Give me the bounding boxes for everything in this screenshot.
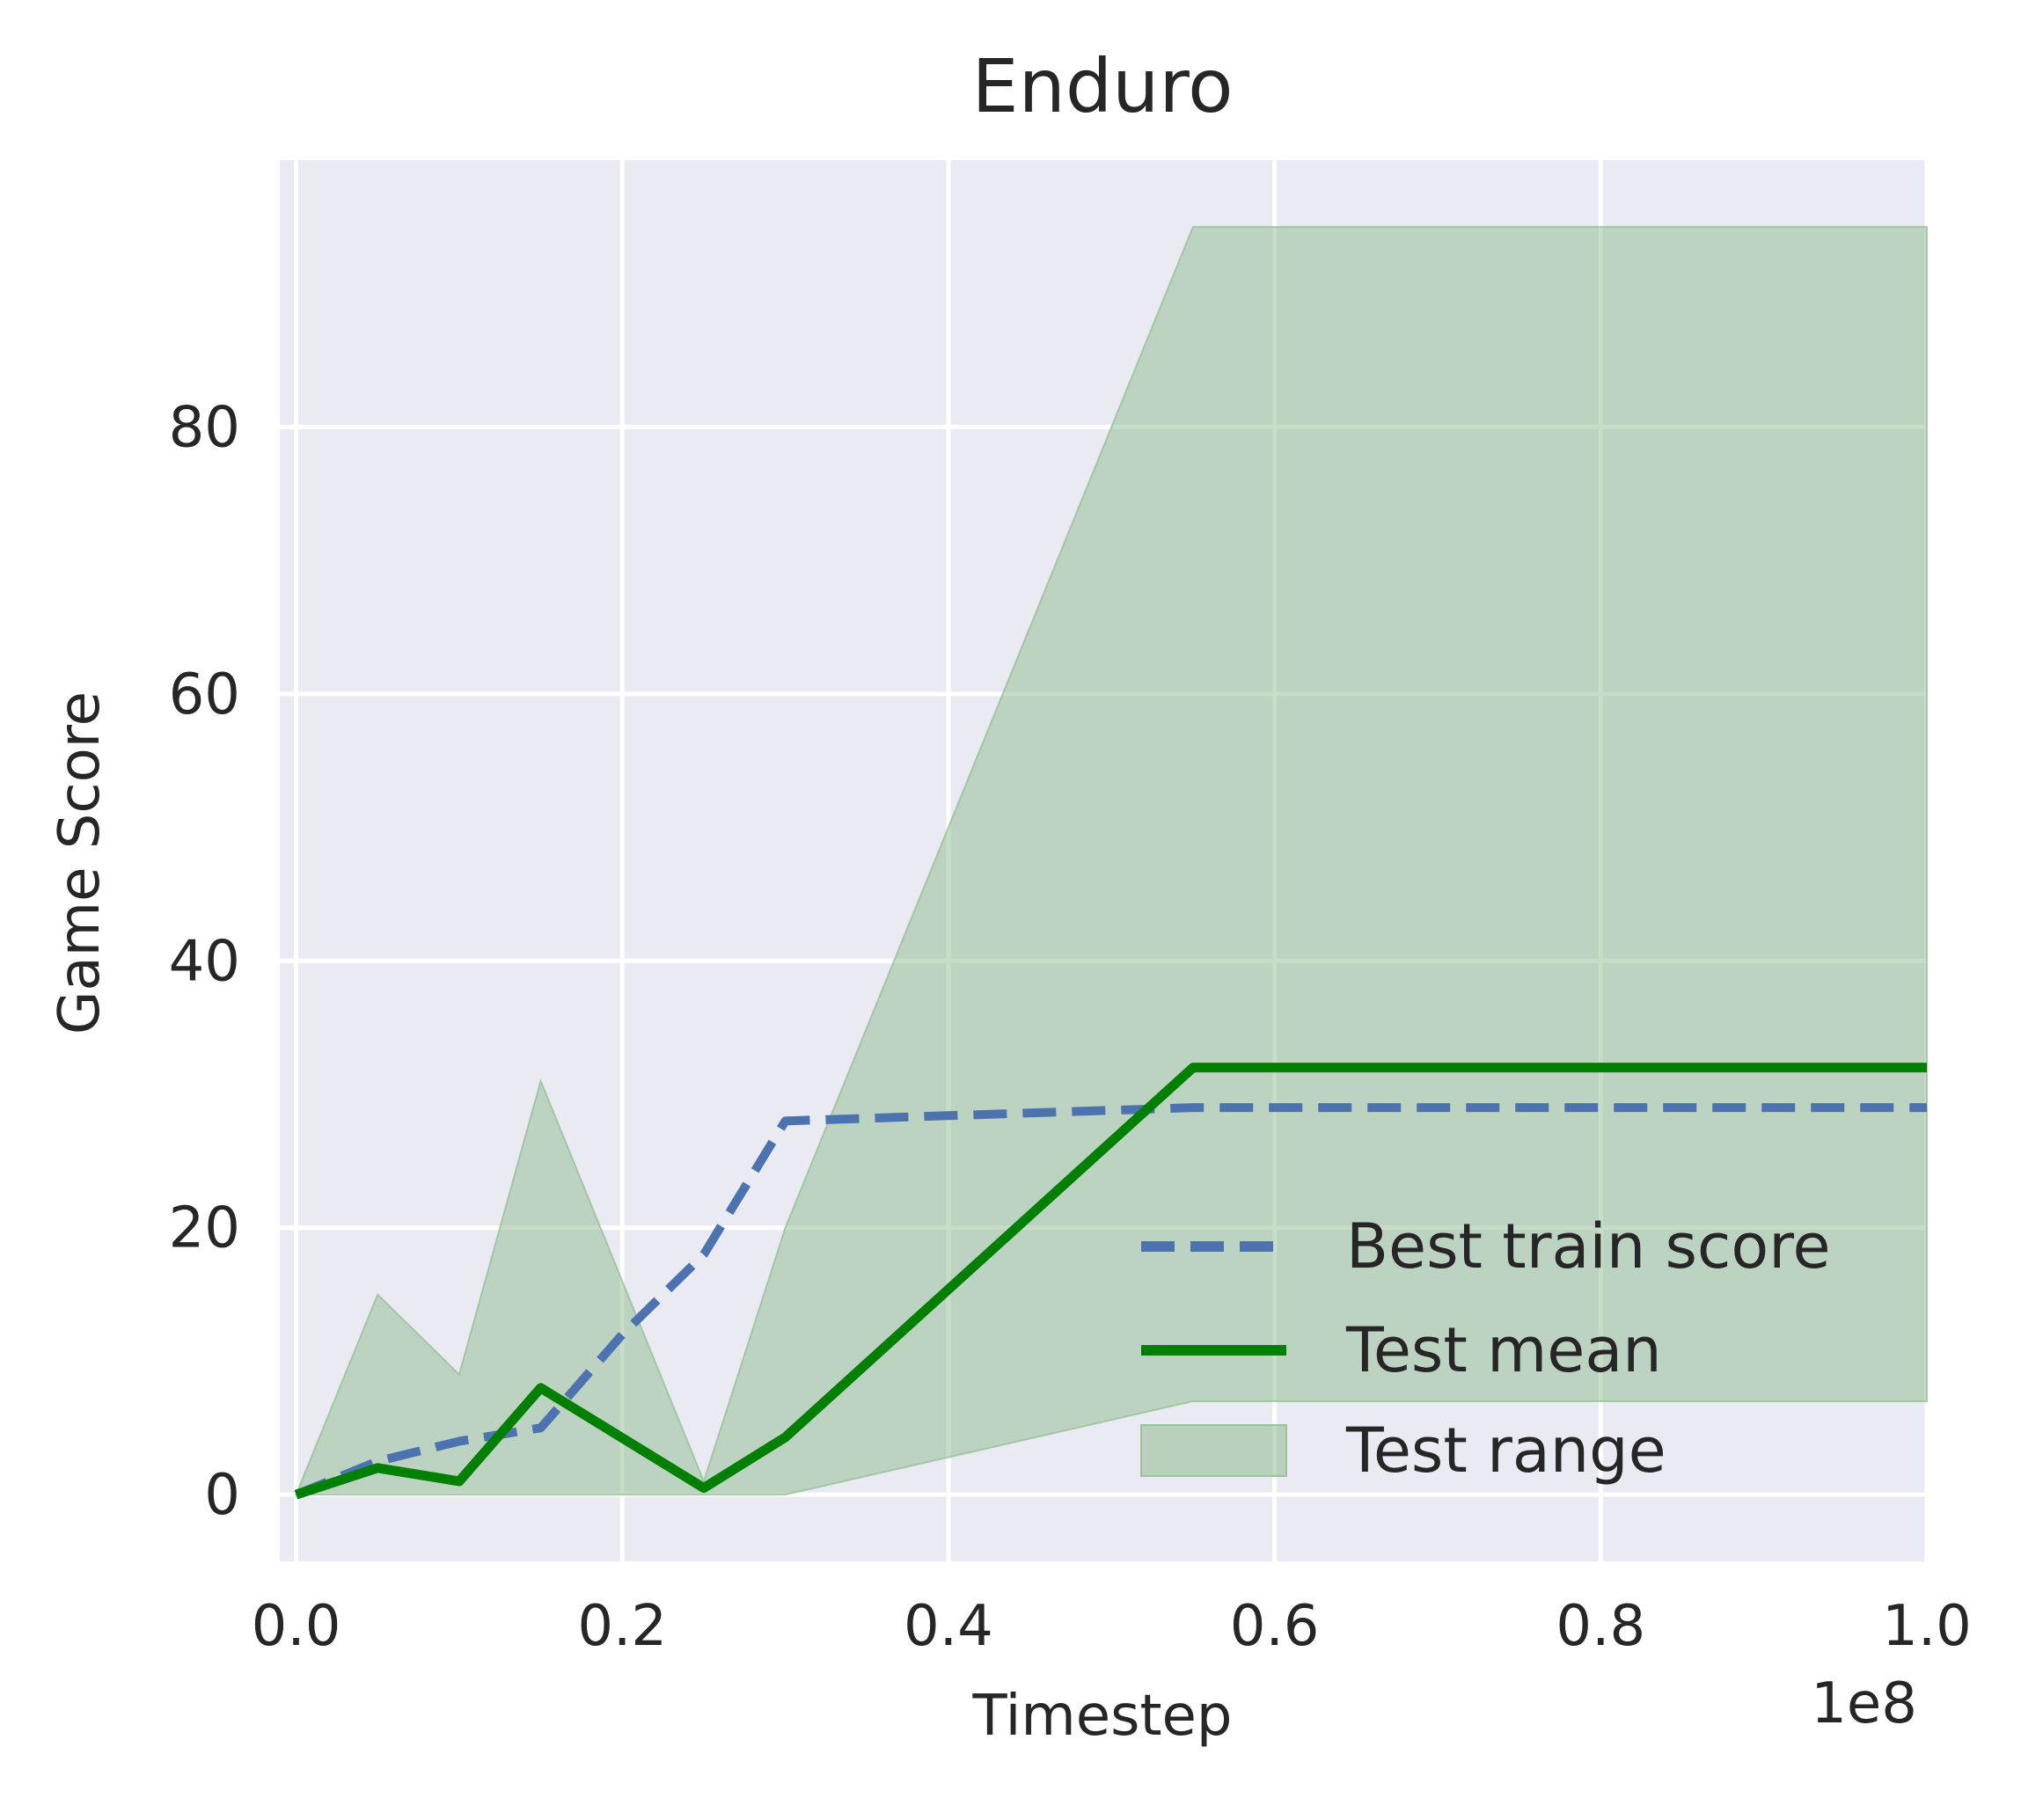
x-offset-label: 1e8 — [1811, 1671, 1917, 1736]
legend-swatch-test-range — [1140, 1424, 1287, 1477]
series-layer — [294, 1063, 1927, 1500]
legend-label-best-train-score: Best train score — [1346, 1210, 1831, 1283]
x-tick-label: 0.0 — [252, 1594, 341, 1659]
chart-title: Enduro — [972, 43, 1234, 129]
y-tick-label: 80 — [169, 395, 240, 460]
legend: Best train score Test mean Test range — [1140, 1210, 1831, 1487]
x-tick-label: 0.8 — [1556, 1594, 1645, 1659]
x-tick-labels: 0.0 0.2 0.4 0.6 0.8 1.0 — [252, 1594, 1972, 1659]
x-axis-label: Timestep — [971, 1684, 1232, 1749]
y-tick-label: 20 — [169, 1196, 240, 1261]
x-tick-label: 1.0 — [1882, 1594, 1972, 1659]
y-tick-label: 60 — [169, 662, 240, 727]
x-tick-label: 0.4 — [904, 1594, 993, 1659]
y-axis-label: Game Score — [48, 691, 113, 1034]
x-tick-label: 0.6 — [1230, 1594, 1320, 1659]
best-train-score-line — [294, 1103, 1927, 1499]
y-tick-labels: 0 20 40 60 80 — [169, 395, 240, 1528]
test-mean-line — [294, 1063, 1927, 1500]
x-tick-label: 0.2 — [577, 1594, 667, 1659]
test-range-band — [295, 225, 1928, 1496]
legend-label-test-mean: Test mean — [1345, 1314, 1662, 1386]
y-tick-label: 0 — [204, 1463, 240, 1528]
band-layer — [295, 225, 1928, 1496]
y-tick-label: 40 — [169, 929, 240, 994]
legend-label-test-range: Test range — [1345, 1414, 1666, 1487]
